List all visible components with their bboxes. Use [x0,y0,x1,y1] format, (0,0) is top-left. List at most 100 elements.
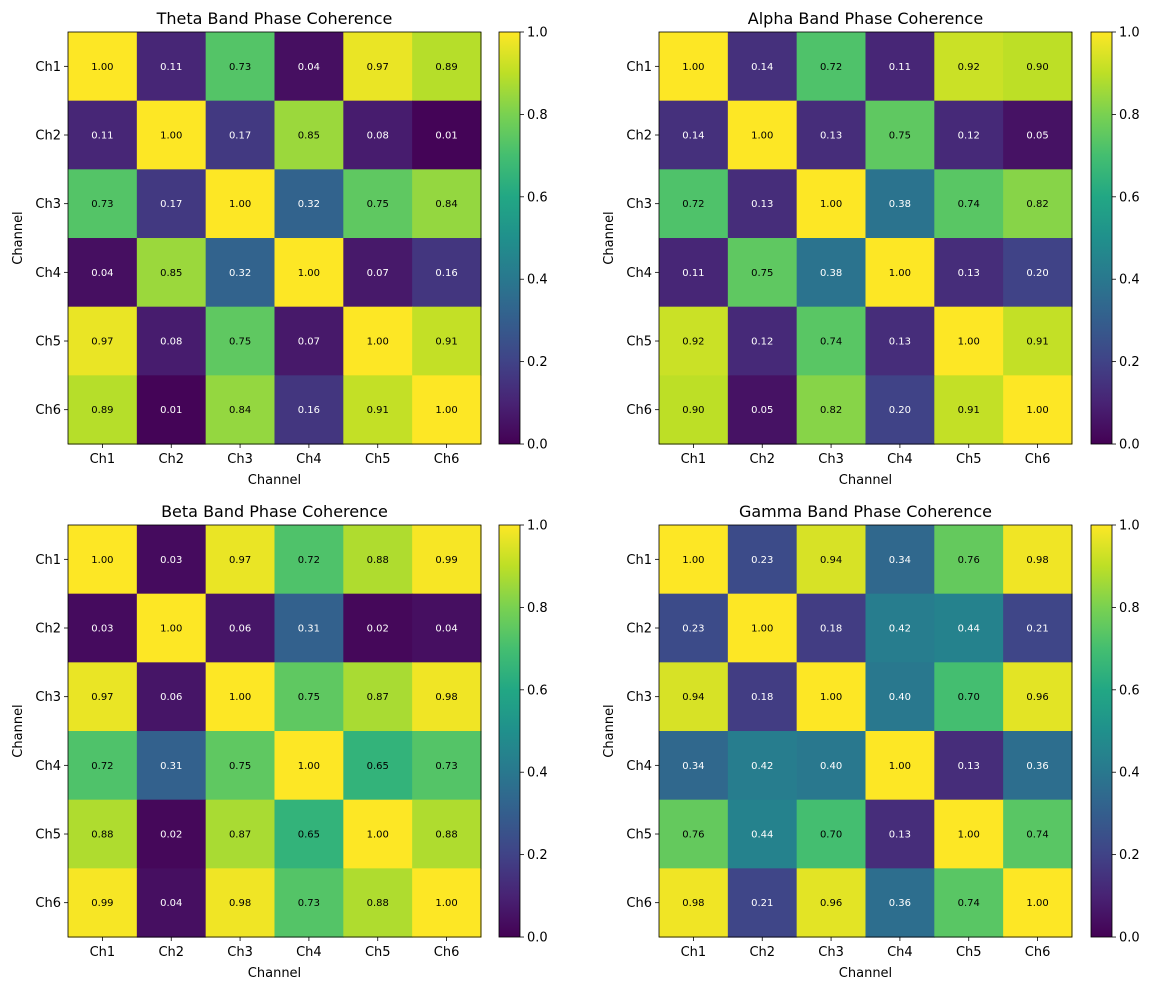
y-axis-label: Channel [602,211,617,264]
cell-value-label: 0.16 [435,268,457,279]
y-tick-label: Ch5 [626,335,652,350]
y-tick-label: Ch2 [35,129,61,144]
chart-title: Theta Band Phase Coherence [156,9,393,28]
heatmap-cell [796,799,867,869]
heatmap-cell [136,868,207,938]
cell-value-label: 0.40 [889,692,911,703]
y-tick-label: Ch6 [626,896,652,911]
heatmap-cell [1003,662,1073,732]
heatmap-cell [205,662,276,732]
cell-value-label: 0.04 [435,624,457,635]
heatmap-cell [934,868,1004,938]
y-tick-label: Ch1 [35,60,61,75]
heatmap-cell [865,306,935,376]
cell-value-label: 1.00 [298,761,320,772]
y-tick-label: Ch5 [626,828,652,843]
cell-value-label: 0.08 [367,131,389,142]
x-tick-label: Ch2 [158,452,184,467]
heatmap-cell [796,375,867,445]
cell-value-label: 1.00 [751,131,773,142]
cell-value-label: 0.06 [229,624,251,635]
colorbar [498,31,521,445]
cell-value-label: 0.72 [820,62,842,73]
cell-value-label: 0.05 [1026,131,1048,142]
cell-value-label: 0.07 [367,268,389,279]
cell-value-label: 0.17 [229,131,251,142]
heatmap-cell [68,238,138,308]
cell-value-label: 0.23 [751,555,773,566]
heatmap-cell [796,238,867,308]
heatmap-cell [136,306,207,376]
cell-value-label: 0.75 [889,131,911,142]
y-tick-label: Ch2 [35,622,61,637]
heatmap-cell [205,238,276,308]
cell-value-label: 0.32 [298,199,320,210]
heatmap-cell [659,100,729,170]
cell-value-label: 0.73 [229,62,251,73]
cell-value-label: 0.99 [91,898,113,909]
heatmap-cell [796,32,867,102]
heatmap-cell [934,100,1004,170]
cell-value-label: 0.73 [298,898,320,909]
heatmap-cell [136,169,207,239]
cell-value-label: 0.18 [751,692,773,703]
cell-value-label: 0.96 [820,898,842,909]
cell-value-label: 0.88 [367,898,389,909]
cell-value-label: 0.34 [889,555,911,566]
cell-value-label: 0.85 [160,268,182,279]
cell-value-label: 1.00 [160,131,182,142]
heatmap-cell [136,731,207,801]
cell-value-label: 0.84 [229,405,251,416]
y-tick-label: Ch3 [35,197,61,212]
heatmap-cell [205,375,276,445]
cell-value-label: 0.36 [889,898,911,909]
cell-value-label: 0.11 [682,268,704,279]
cell-value-label: 0.91 [1026,337,1048,348]
heatmap-cell [343,306,413,376]
colorbar-tick-label: 0.8 [527,601,548,616]
heatmap-cell [68,32,138,102]
heatmap-cell [412,525,482,595]
cell-value-label: 0.02 [160,830,182,841]
heatmap-cell [205,799,276,869]
cell-value-label: 0.65 [298,830,320,841]
x-tick-label: Ch4 [887,945,913,960]
cell-value-label: 1.00 [435,405,457,416]
cell-value-label: 0.13 [889,830,911,841]
heatmap-cell [727,100,798,170]
cell-value-label: 0.14 [751,62,773,73]
heatmap-cell [343,525,413,595]
heatmap-cell [412,169,482,239]
y-tick-label: Ch4 [626,759,652,774]
y-tick-label: Ch6 [35,896,61,911]
cell-value-label: 0.42 [751,761,773,772]
cell-value-label: 0.74 [1026,830,1048,841]
heatmap-cell [274,731,344,801]
heatmap-cell [865,799,935,869]
cell-value-label: 1.00 [160,624,182,635]
axes-frame [658,31,1073,445]
cell-value-label: 0.02 [367,624,389,635]
cell-value-label: 0.91 [958,405,980,416]
cell-value-label: 0.98 [1026,555,1048,566]
y-tick-label: Ch1 [35,553,61,568]
cell-value-label: 0.05 [751,405,773,416]
heatmap-cell [136,799,207,869]
heatmap-cell [412,799,482,869]
heatmap-panel-3: Beta Band Phase Coherence 1.00 0.03 0.97 0.7… [11,502,548,981]
cell-value-label: 0.31 [298,624,320,635]
cell-value-label: 0.44 [751,830,773,841]
x-axis-label: Channel [839,473,892,488]
cell-value-label: 0.08 [160,337,182,348]
colorbar-tick-label: 1.0 [1119,26,1140,41]
cell-value-label: 0.13 [958,761,980,772]
cell-value-label: 0.82 [1026,199,1048,210]
cell-value-label: 0.90 [1026,62,1048,73]
cell-value-label: 0.70 [958,692,980,703]
cell-value-label: 0.88 [367,555,389,566]
heatmap-cell [934,238,1004,308]
cell-value-label: 0.75 [229,761,251,772]
cell-value-label: 0.97 [367,62,389,73]
cell-value-label: 0.65 [367,761,389,772]
heatmap-cell [274,525,344,595]
